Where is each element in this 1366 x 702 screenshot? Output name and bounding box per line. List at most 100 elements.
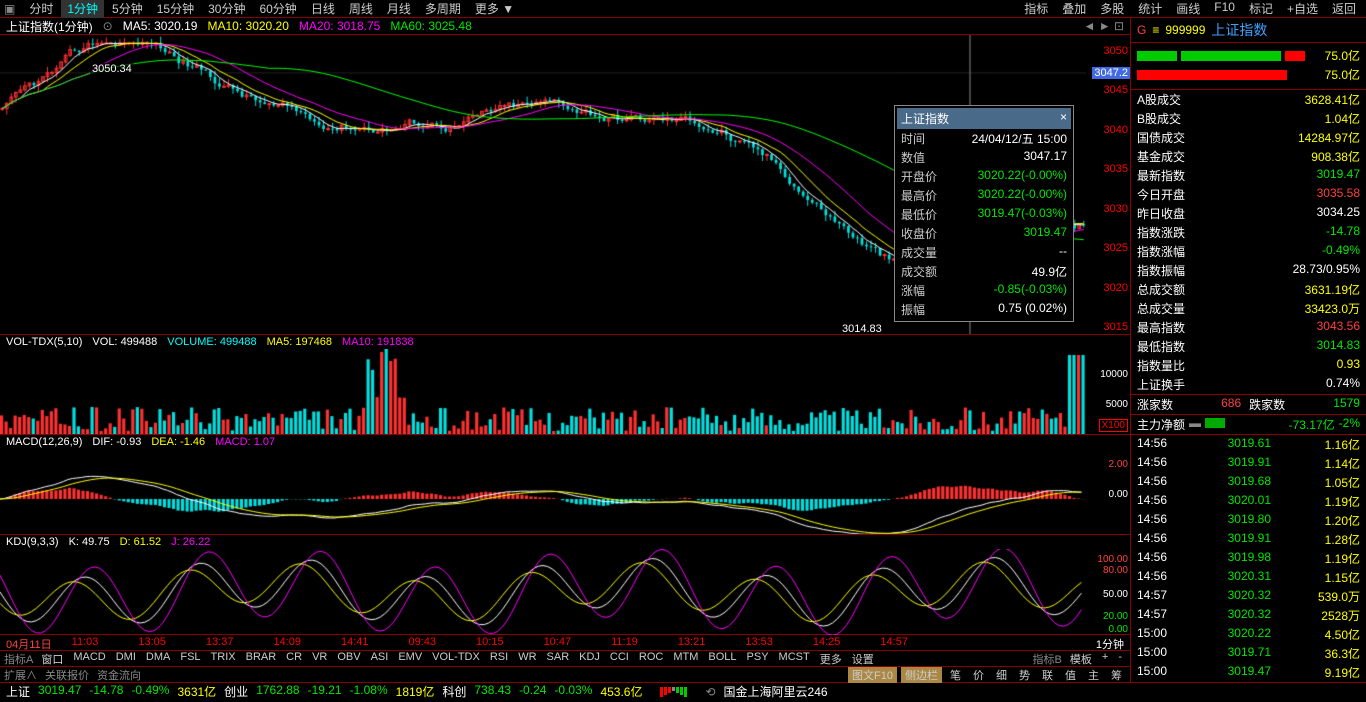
- timeframe-tab[interactable]: 周线: [343, 0, 379, 18]
- indicator-button[interactable]: OBV: [333, 651, 364, 667]
- tick-row: 15:003020.224.50亿: [1131, 625, 1366, 644]
- bottom-bar-button[interactable]: 资金流向: [97, 667, 141, 683]
- indicator-button[interactable]: 更多: [816, 651, 846, 667]
- indicator-button[interactable]: ASI: [367, 651, 393, 667]
- toolbar-button[interactable]: F10: [1208, 0, 1241, 18]
- stat-row: 指数涨幅-0.49%: [1131, 242, 1366, 261]
- indicator-button[interactable]: FSL: [176, 651, 204, 667]
- bar-value-2: 75.0亿: [1325, 66, 1360, 83]
- indicator-button[interactable]: CCI: [606, 651, 633, 667]
- indicator-button[interactable]: 设置: [848, 651, 878, 667]
- volume-panel[interactable]: VOL-TDX(5,10) VOL: 499488 VOLUME: 499488…: [0, 334, 1130, 434]
- bottom-bar-button[interactable]: 筹: [1107, 667, 1126, 683]
- bottom-bar-button[interactable]: 势: [1015, 667, 1034, 683]
- toolbar-right: 指标叠加多股统计画线F10标记+自选返回: [1018, 0, 1366, 18]
- timeframe-tab[interactable]: 月线: [381, 0, 417, 18]
- bottom-bar-button[interactable]: 图文F10: [848, 667, 897, 683]
- toolbar-button[interactable]: 标记: [1243, 0, 1279, 18]
- timeframe-tab[interactable]: 1分钟: [61, 0, 104, 18]
- stat-row: 总成交量33423.0万: [1131, 299, 1366, 318]
- timeframe-tab[interactable]: 15分钟: [151, 0, 200, 18]
- indicator-button[interactable]: VR: [308, 651, 331, 667]
- stat-row: 基金成交908.38亿: [1131, 147, 1366, 166]
- tick-row: 14:563019.911.28亿: [1131, 530, 1366, 549]
- status-item: 上证: [6, 683, 30, 700]
- toolbar-button[interactable]: 画线: [1170, 0, 1206, 18]
- date-label: 04月11日: [6, 636, 52, 649]
- timeframe-tab[interactable]: 分时: [23, 0, 59, 18]
- indicator-button[interactable]: KDJ: [575, 651, 604, 667]
- toolbar-button[interactable]: +自选: [1281, 0, 1324, 18]
- timeframe-tab[interactable]: 30分钟: [202, 0, 251, 18]
- chart-type-icon[interactable]: ▣: [0, 2, 19, 16]
- indicator-button[interactable]: ROC: [635, 651, 667, 667]
- k-v: 49.75: [82, 536, 110, 548]
- kdj-panel[interactable]: KDJ(9,3,3) K: 49.75 D: 61.52 J: 26.22 10…: [0, 534, 1130, 634]
- chart-icon[interactable]: ▬: [1189, 416, 1201, 433]
- bottom-bar-button[interactable]: 细: [992, 667, 1011, 683]
- macd-panel[interactable]: MACD(12,26,9) DIF: -0.93 DEA: -1.46 MACD…: [0, 434, 1130, 534]
- bottom-bar-button[interactable]: 联: [1038, 667, 1057, 683]
- right-panel: G ≡ 999999 上证指数 75.0亿 75.0亿 A股成交3628.41亿…: [1130, 18, 1366, 682]
- toolbar-button[interactable]: 多股: [1094, 0, 1130, 18]
- indicator-button[interactable]: +: [1098, 651, 1112, 667]
- indicator-button[interactable]: CR: [282, 651, 306, 667]
- indicator-button[interactable]: MCST: [775, 651, 814, 667]
- bottom-bar-button[interactable]: 价: [969, 667, 988, 683]
- timeframe-tab[interactable]: 日线: [305, 0, 341, 18]
- top-toolbar: ▣ 分时1分钟5分钟15分钟30分钟60分钟日线周线月线多周期更多 ▼ 指标叠加…: [0, 0, 1366, 18]
- axis-tick: 2.00: [1109, 459, 1128, 470]
- vol-canvas[interactable]: [0, 349, 1086, 435]
- netflow-bar: [1205, 418, 1225, 428]
- toolbar-button[interactable]: 叠加: [1056, 0, 1092, 18]
- market-heatmap-icon[interactable]: [660, 687, 687, 697]
- bottom-bar-button[interactable]: 扩展∧: [4, 667, 37, 683]
- chart-header: 上证指数(1分钟) ⊙ MA5: 3020.19 MA10: 3020.20 M…: [0, 18, 1130, 34]
- bottom-bar-button[interactable]: 主: [1084, 667, 1103, 683]
- indicator-button[interactable]: EMV: [394, 651, 426, 667]
- bottom-bar-button[interactable]: 侧边栏: [901, 667, 942, 683]
- info-row: 开盘价3020.22(-0.00%): [897, 167, 1071, 186]
- toolbar-button[interactable]: 统计: [1132, 0, 1168, 18]
- timeframe-tab[interactable]: 更多 ▼: [469, 0, 520, 18]
- expand-icon[interactable]: ◄ ► ⊡: [1084, 19, 1124, 33]
- code-prefix: G: [1137, 23, 1146, 37]
- indicator-button[interactable]: DMI: [112, 651, 140, 667]
- bottom-bar-button[interactable]: 值: [1061, 667, 1080, 683]
- indicator-button[interactable]: -: [1114, 651, 1126, 667]
- stats-table: A股成交3628.41亿B股成交1.04亿国债成交14284.97亿基金成交90…: [1131, 90, 1366, 395]
- indicator-button[interactable]: MACD: [69, 651, 109, 667]
- indicator-button[interactable]: WR: [514, 651, 540, 667]
- indicator-button[interactable]: BRAR: [242, 651, 281, 667]
- kdj-canvas[interactable]: [0, 549, 1086, 635]
- macd-canvas[interactable]: [0, 449, 1086, 535]
- timeframe-tab[interactable]: 多周期: [419, 0, 467, 18]
- toolbar-button[interactable]: 指标: [1018, 0, 1054, 18]
- indicator-button[interactable]: MTM: [669, 651, 702, 667]
- indicator-button[interactable]: 模板: [1066, 651, 1096, 667]
- price-chart[interactable]: 305030453040303530303025302030153047.2 3…: [0, 34, 1130, 334]
- time-tick: 14:57: [880, 636, 908, 649]
- indicator-button[interactable]: BOLL: [704, 651, 740, 667]
- time-tick: 09:43: [409, 636, 437, 649]
- price-tick: 3050: [1104, 45, 1128, 57]
- refresh-icon[interactable]: ⟲: [705, 685, 715, 699]
- axis-tick: 5000: [1106, 399, 1128, 410]
- indicator-button[interactable]: 窗口: [37, 651, 67, 667]
- bottom-bar-button[interactable]: 关联报价: [45, 667, 89, 683]
- timeframe-tab[interactable]: 5分钟: [106, 0, 149, 18]
- timeframe-tab[interactable]: 60分钟: [253, 0, 302, 18]
- chart-column: 上证指数(1分钟) ⊙ MA5: 3020.19 MA10: 3020.20 M…: [0, 18, 1130, 682]
- toolbar-button[interactable]: 返回: [1326, 0, 1362, 18]
- indicator-button[interactable]: VOL-TDX: [428, 651, 484, 667]
- indicator-button[interactable]: TRIX: [207, 651, 240, 667]
- indicator-button[interactable]: SAR: [543, 651, 574, 667]
- restore-icon[interactable]: ⊙: [103, 19, 113, 33]
- indicator-button[interactable]: PSY: [743, 651, 773, 667]
- code-eq[interactable]: ≡: [1152, 23, 1159, 37]
- close-icon[interactable]: ×: [1060, 110, 1067, 127]
- indicator-button[interactable]: DMA: [142, 651, 174, 667]
- indicator-button[interactable]: RSI: [486, 651, 512, 667]
- vol-v: 499488: [121, 336, 158, 348]
- bottom-bar-button[interactable]: 笔: [946, 667, 965, 683]
